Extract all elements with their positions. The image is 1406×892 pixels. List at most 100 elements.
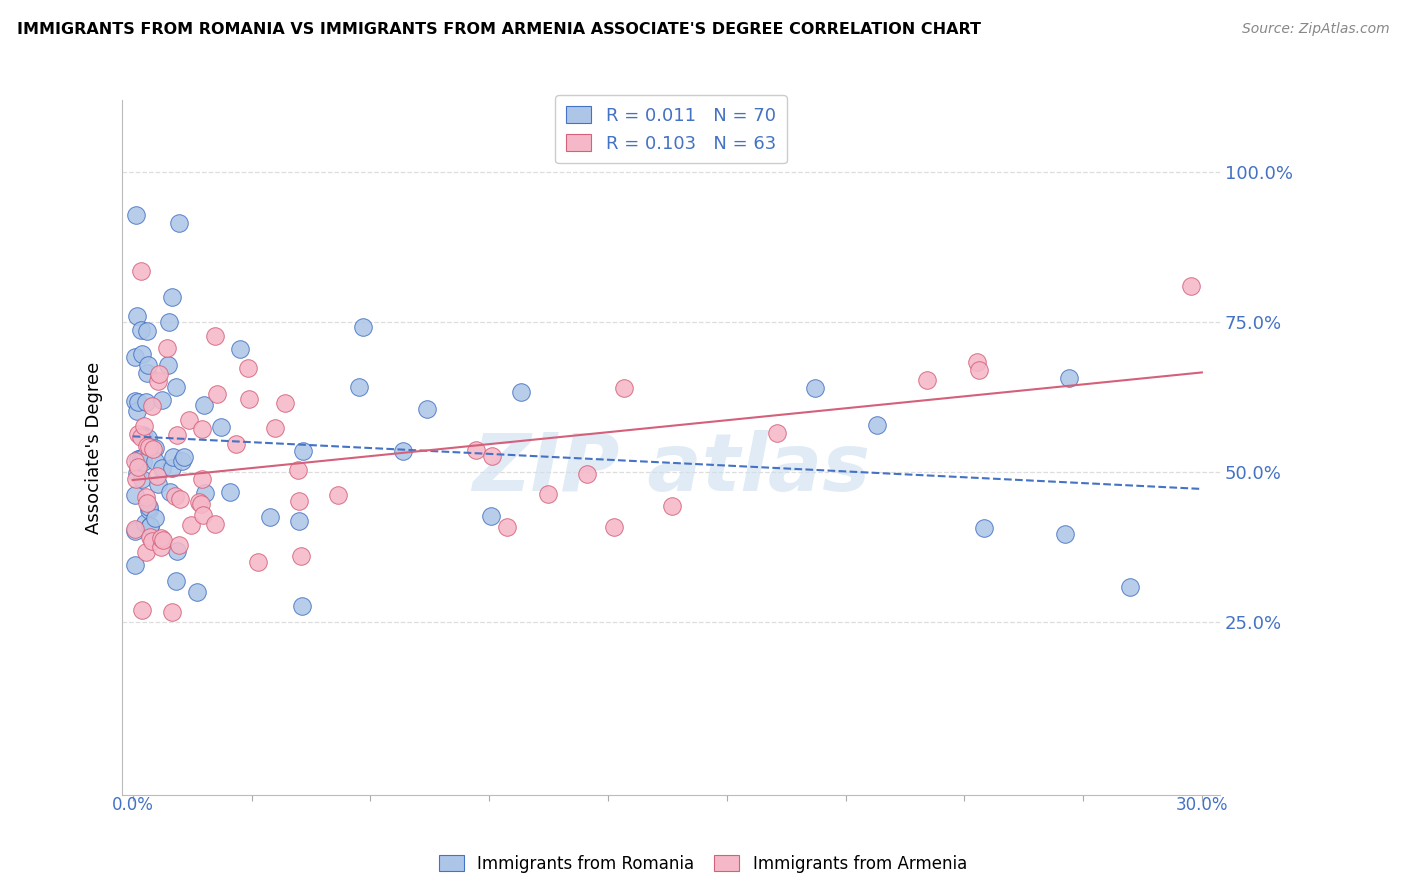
Point xyxy=(138,503,160,517)
Point xyxy=(165,380,187,394)
Point xyxy=(465,443,488,458)
Point xyxy=(219,485,242,500)
Point xyxy=(138,530,160,544)
Point xyxy=(156,358,179,372)
Point xyxy=(148,367,170,381)
Point xyxy=(866,417,889,432)
Point xyxy=(138,440,160,454)
Text: Source: ZipAtlas.com: Source: ZipAtlas.com xyxy=(1241,22,1389,37)
Point xyxy=(131,428,153,442)
Point xyxy=(148,375,170,389)
Point xyxy=(347,380,370,394)
Point xyxy=(204,329,226,343)
Point xyxy=(169,538,191,552)
Point xyxy=(481,450,503,464)
Text: ZIP atlas: ZIP atlas xyxy=(472,430,870,508)
Point xyxy=(132,451,155,466)
Text: IMMIGRANTS FROM ROMANIA VS IMMIGRANTS FROM ARMENIA ASSOCIATE'S DEGREE CORRELATIO: IMMIGRANTS FROM ROMANIA VS IMMIGRANTS FR… xyxy=(17,22,981,37)
Point xyxy=(138,500,160,514)
Point xyxy=(162,461,184,475)
Legend: R = 0.011   N = 70, R = 0.103   N = 63: R = 0.011 N = 70, R = 0.103 N = 63 xyxy=(555,95,787,163)
Point xyxy=(247,555,270,569)
Point xyxy=(602,519,624,533)
Point xyxy=(165,574,187,588)
Point xyxy=(509,385,531,400)
Point xyxy=(288,514,311,528)
Point xyxy=(481,509,503,524)
Point xyxy=(416,401,439,416)
Point xyxy=(973,521,995,535)
Point xyxy=(352,319,374,334)
Point xyxy=(209,419,232,434)
Point xyxy=(152,533,174,547)
Point xyxy=(132,419,155,434)
Point xyxy=(125,403,148,417)
Point xyxy=(259,509,281,524)
Point xyxy=(537,487,560,501)
Point xyxy=(139,518,162,533)
Point xyxy=(135,324,157,338)
Point xyxy=(166,543,188,558)
Point xyxy=(150,392,173,407)
Point xyxy=(146,477,169,491)
Point xyxy=(142,442,165,456)
Point xyxy=(264,421,287,435)
Point xyxy=(156,341,179,355)
Point xyxy=(141,399,163,413)
Point xyxy=(1053,527,1076,541)
Point xyxy=(179,413,201,427)
Point xyxy=(149,540,172,554)
Point xyxy=(804,381,827,395)
Point xyxy=(131,603,153,617)
Point xyxy=(127,452,149,467)
Point xyxy=(136,366,159,380)
Point xyxy=(288,494,311,508)
Point xyxy=(124,558,146,572)
Point xyxy=(135,545,157,559)
Point xyxy=(391,443,413,458)
Point xyxy=(915,372,938,386)
Point xyxy=(124,524,146,538)
Point xyxy=(194,485,217,500)
Point xyxy=(969,363,991,377)
Point xyxy=(124,393,146,408)
Point xyxy=(132,429,155,443)
Point xyxy=(132,455,155,469)
Point xyxy=(190,497,212,511)
Point xyxy=(1059,371,1081,385)
Point xyxy=(129,430,152,444)
Point xyxy=(125,473,148,487)
Point xyxy=(204,517,226,532)
Point xyxy=(163,489,186,503)
Point xyxy=(131,323,153,337)
Point xyxy=(124,523,146,537)
Point xyxy=(127,395,149,409)
Point xyxy=(159,485,181,500)
Point xyxy=(124,488,146,502)
Point xyxy=(966,354,988,368)
Point xyxy=(326,488,349,502)
Point xyxy=(135,439,157,453)
Point xyxy=(166,428,188,442)
Point xyxy=(193,398,215,412)
Point xyxy=(188,495,211,509)
Point xyxy=(127,459,149,474)
Point xyxy=(180,517,202,532)
Point xyxy=(131,347,153,361)
Point xyxy=(225,437,247,451)
Point xyxy=(132,430,155,444)
Point xyxy=(191,422,214,436)
Point xyxy=(160,605,183,619)
Point xyxy=(172,454,194,468)
Point xyxy=(292,443,315,458)
Point xyxy=(125,208,148,222)
Point xyxy=(141,533,163,548)
Point xyxy=(191,472,214,486)
Point xyxy=(124,350,146,364)
Point xyxy=(229,342,252,356)
Point xyxy=(173,450,195,464)
Point xyxy=(127,427,149,442)
Point xyxy=(290,549,312,563)
Point xyxy=(134,516,156,530)
Point xyxy=(169,491,191,506)
